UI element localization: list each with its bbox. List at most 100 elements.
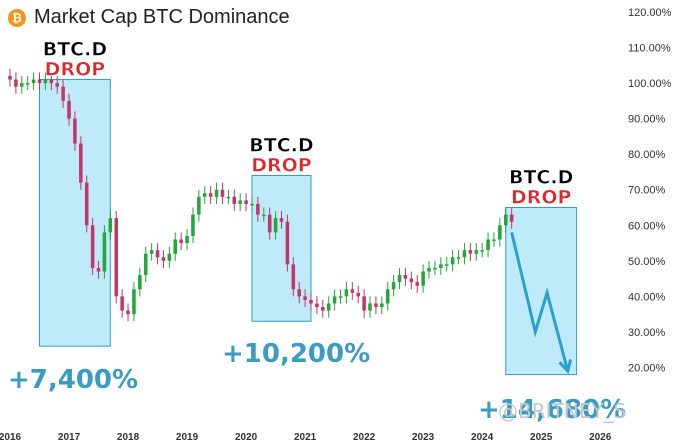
candle-body — [480, 250, 484, 252]
candle-body — [73, 118, 77, 144]
btcd-label: BTC.D — [43, 39, 107, 61]
candle-body — [415, 282, 420, 286]
x-tick-label: 2020 — [235, 432, 258, 443]
candle-body — [8, 75, 12, 80]
y-tick-label: 120.00% — [628, 7, 672, 19]
candle-body — [439, 264, 443, 268]
candle-body — [309, 299, 313, 304]
candle-body — [509, 214, 514, 222]
candle-body — [226, 196, 231, 199]
candle-body — [238, 200, 242, 204]
candle-body — [96, 267, 101, 272]
x-tick-label: 2016 — [0, 432, 22, 443]
y-tick-label: 90.00% — [628, 114, 666, 126]
btcd-label: BTC.D — [249, 135, 313, 157]
y-tick-label: 20.00% — [628, 362, 666, 374]
candle-body — [55, 83, 59, 87]
candle-body — [31, 79, 36, 84]
x-tick-label: 2021 — [294, 432, 317, 443]
y-tick-label: 60.00% — [628, 220, 666, 232]
candle-body — [291, 264, 296, 290]
candle-body — [208, 193, 213, 197]
gain-label: +10,200% — [222, 339, 370, 369]
candle-body — [350, 289, 355, 293]
candle-body — [167, 253, 172, 261]
y-tick-label: 100.00% — [628, 78, 672, 90]
candle-body — [43, 79, 48, 84]
candle-body — [368, 303, 372, 311]
candle-body — [498, 225, 502, 240]
candle-body — [20, 83, 24, 87]
candle-body — [185, 235, 189, 244]
candle-body — [132, 289, 136, 315]
candle-body — [232, 196, 237, 204]
candle-body — [220, 189, 225, 197]
x-tick-label: 2018 — [117, 432, 140, 443]
candle-body — [244, 200, 248, 204]
drop-zone-box — [251, 175, 312, 322]
candle-body — [267, 214, 272, 233]
candle-body — [14, 79, 18, 87]
candle-body — [256, 203, 260, 215]
candle-body — [427, 267, 431, 272]
candle-body — [503, 214, 508, 226]
y-tick-label: 70.00% — [628, 185, 666, 197]
candle-body — [138, 275, 142, 290]
candle-body — [315, 303, 319, 308]
candle-body — [285, 221, 290, 265]
candle-body — [102, 232, 107, 272]
candle-body — [456, 257, 461, 259]
x-tick-label: 2026 — [589, 432, 612, 443]
y-tick-label: 30.00% — [628, 327, 666, 339]
candle-body — [61, 86, 65, 101]
gain-label: +7,400% — [8, 365, 138, 395]
y-tick-label: 40.00% — [628, 291, 666, 303]
y-tick-label: 110.00% — [628, 43, 671, 55]
candle-body — [297, 289, 301, 297]
drop-label: DROP — [511, 187, 572, 209]
candle-body — [197, 196, 201, 215]
candle-body — [279, 218, 284, 222]
x-tick-label: 2022 — [353, 432, 376, 443]
candle-body — [385, 289, 390, 304]
candle-body — [250, 203, 254, 206]
bitcoin-logo-icon: ₿ — [8, 8, 26, 27]
drop-zone-box — [505, 207, 578, 376]
candle-body — [321, 307, 325, 311]
candle-body — [67, 100, 71, 119]
candle-body — [90, 225, 95, 268]
y-tick-label: 80.00% — [628, 149, 666, 161]
chart-title: Market Cap BTC Dominance — [34, 6, 290, 28]
candle-body — [474, 250, 479, 254]
candle-body — [450, 257, 455, 265]
projection-arrow — [510, 232, 570, 372]
candle-body — [332, 296, 337, 304]
watermark: @BRITNEY_S — [498, 399, 626, 423]
candle-body — [492, 239, 496, 241]
candle-body — [433, 267, 437, 270]
y-tick-label: 50.00% — [628, 256, 666, 268]
candle-body — [273, 218, 278, 233]
candle-body — [344, 289, 349, 297]
x-tick-label: 2024 — [471, 432, 494, 443]
candle-body — [149, 250, 154, 254]
candle-body — [179, 239, 183, 244]
candle-body — [326, 303, 331, 311]
candle-body — [409, 278, 414, 283]
candle-body — [202, 193, 207, 197]
candle-body — [155, 250, 160, 258]
candle-body — [120, 296, 124, 311]
btcd-label: BTC.D — [509, 167, 573, 189]
drop-label: DROP — [251, 155, 312, 177]
x-tick-label: 2023 — [412, 432, 435, 443]
candle-body — [338, 296, 343, 298]
candle-body — [391, 282, 396, 290]
chart-header: ₿ Market Cap BTC Dominance — [8, 6, 290, 29]
candle-body — [84, 182, 89, 226]
candle-body — [173, 239, 178, 254]
candle-body — [114, 218, 119, 297]
candle-body — [49, 79, 54, 84]
candle-body — [362, 296, 366, 311]
candle-body — [25, 83, 30, 85]
